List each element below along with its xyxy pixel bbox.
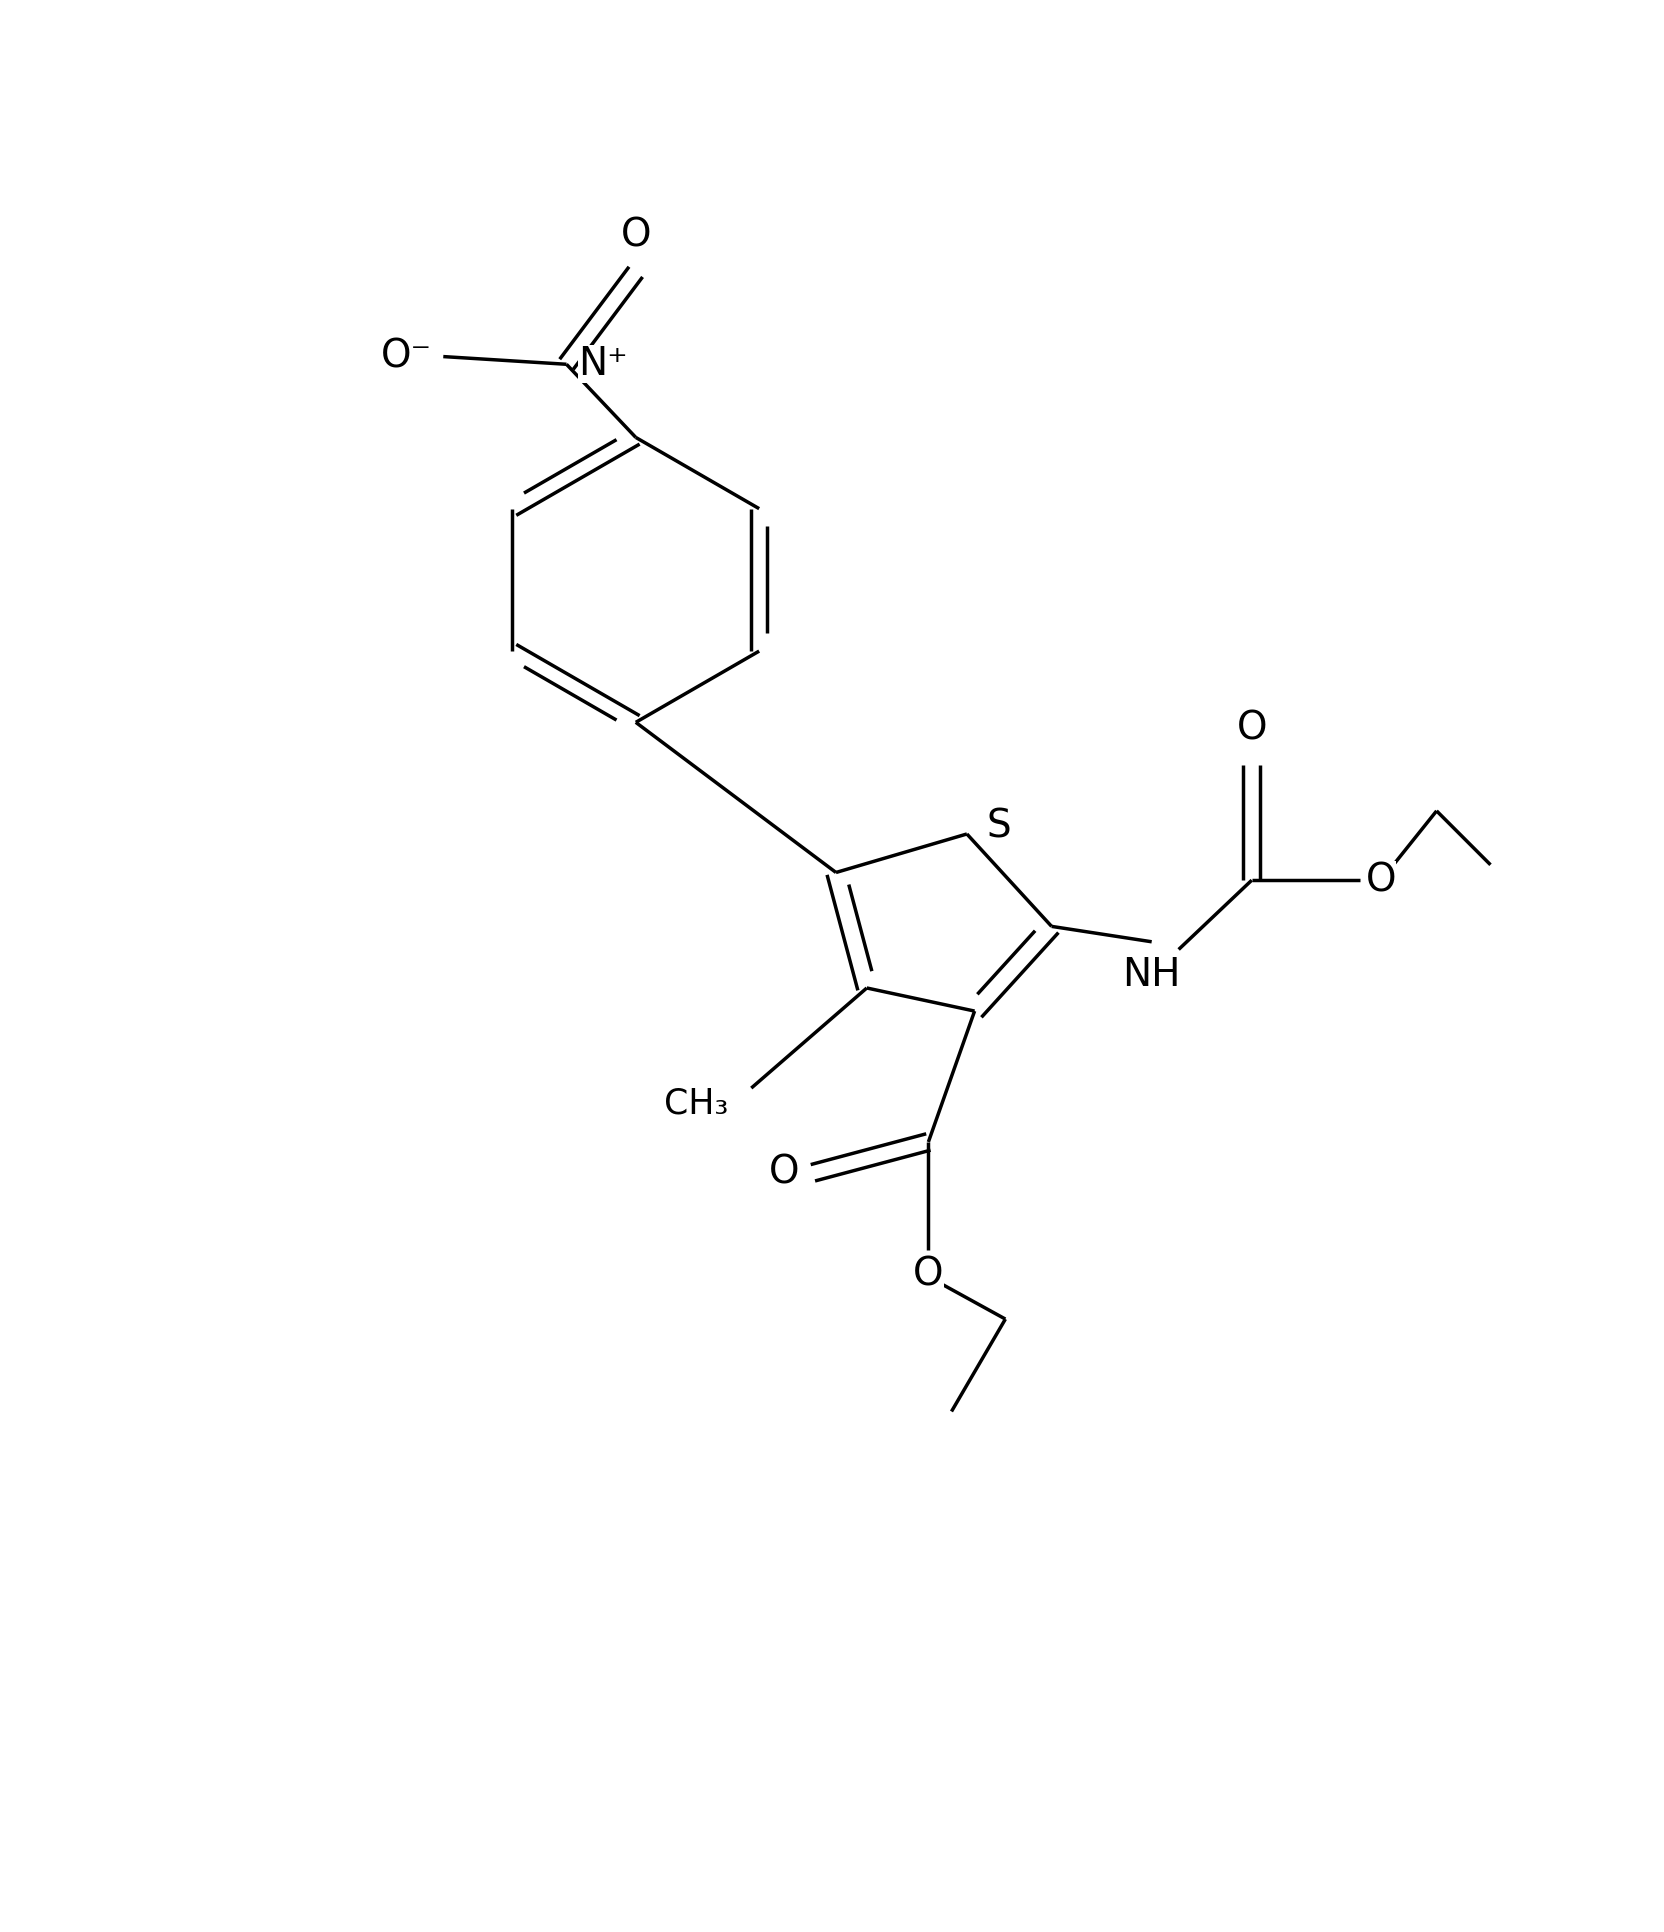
Text: CH₃: CH₃	[664, 1086, 727, 1121]
Text: O: O	[1236, 709, 1266, 748]
Text: O: O	[1364, 862, 1396, 898]
Text: O: O	[912, 1256, 943, 1294]
Text: O: O	[621, 216, 651, 255]
Text: N⁺: N⁺	[577, 346, 627, 383]
Text: NH: NH	[1122, 956, 1180, 993]
Text: O: O	[769, 1153, 799, 1192]
Text: S: S	[985, 808, 1010, 846]
Text: O⁻: O⁻	[381, 338, 431, 375]
